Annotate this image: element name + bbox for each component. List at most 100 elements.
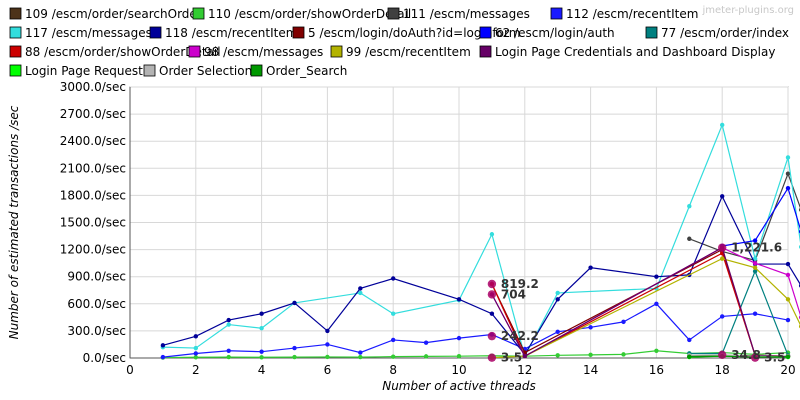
x-tick-label: 12 (517, 363, 532, 377)
data-point (687, 354, 692, 359)
y-tick-label: 300.0/sec (67, 324, 126, 338)
data-point (358, 286, 363, 291)
data-point (687, 337, 692, 343)
legend-swatch (550, 7, 563, 20)
data-point (555, 290, 560, 296)
data-point (654, 274, 659, 279)
data-point (752, 265, 758, 270)
data-point (785, 155, 791, 160)
x-tick-label: 20 (780, 363, 795, 377)
series-line (689, 269, 789, 356)
data-point (358, 290, 363, 296)
data-point (752, 256, 758, 261)
data-point (226, 348, 231, 353)
legend-swatch (188, 45, 201, 58)
data-point (226, 354, 231, 360)
legend-swatch (250, 64, 263, 77)
data-point (259, 349, 264, 354)
x-tick-label: 2 (192, 363, 200, 377)
y-tick-label: 1800.0/sec (60, 188, 126, 202)
legend-label: 110 /escm/order/showOrderDetail (208, 7, 411, 21)
data-point (621, 352, 626, 357)
series-line (689, 355, 789, 358)
highlight-marker (718, 243, 727, 252)
data-point (358, 354, 363, 360)
data-point (259, 311, 264, 316)
data-label: 704 (501, 287, 526, 301)
legend-swatch (9, 7, 22, 20)
legend-label: 117 /escm/messages (25, 26, 152, 40)
data-point (720, 194, 725, 199)
y-tick-label: 3000.0/sec (60, 80, 126, 94)
data-point (785, 354, 791, 359)
x-tick-label: 8 (389, 363, 397, 377)
data-point (193, 345, 198, 351)
legend-swatch (143, 64, 156, 77)
data-point (654, 348, 659, 353)
data-point (752, 269, 758, 274)
data-point (752, 311, 758, 316)
data-point (720, 122, 725, 128)
legend-swatch (330, 45, 343, 58)
series-line (689, 354, 788, 357)
legend-label: 5 /escm/login/doAuth?id=loginform (308, 26, 520, 40)
legend-swatch (149, 26, 162, 39)
data-label: 3.5 (501, 351, 522, 365)
data-point (423, 354, 429, 359)
watermark-text: jmeter-plugins.org (701, 5, 794, 16)
y-tick-label: 0.0/sec (83, 351, 126, 365)
data-point (654, 301, 659, 306)
data-point (588, 352, 593, 358)
legend-label: 118 /escm/recentItem (165, 26, 297, 40)
data-point (325, 328, 330, 334)
data-label: 819.2 (501, 277, 539, 291)
legend-swatch (387, 7, 400, 20)
data-point (489, 311, 495, 316)
x-tick-label: 0 (126, 363, 134, 377)
highlight-marker (487, 279, 497, 289)
data-point (555, 329, 560, 335)
legend-label: Login Page Request (25, 64, 143, 78)
highlight-marker (718, 350, 727, 360)
legend-label: 111 /escm/messages (403, 7, 530, 21)
y-tick-label: 2400.0/sec (60, 134, 126, 148)
data-point (621, 319, 626, 325)
legend-swatch (9, 26, 22, 39)
data-point (391, 311, 396, 316)
data-point (785, 297, 791, 302)
legend-label: Order Selection (159, 64, 252, 78)
series-line (491, 257, 800, 359)
y-tick-label: 600.0/sec (67, 297, 126, 311)
highlight-marker (487, 353, 497, 362)
data-point (555, 353, 560, 358)
data-point (456, 353, 462, 359)
data-point (325, 342, 330, 347)
legend-swatch (9, 64, 22, 77)
legend-label: 109 /escm/order/searchOrder (25, 7, 202, 21)
x-tick-label: 4 (258, 363, 266, 377)
legend-label: 98 /escm/messages (204, 45, 323, 59)
data-point (193, 351, 198, 356)
series-line (162, 303, 789, 358)
data-point (292, 300, 297, 306)
data-point (588, 325, 593, 330)
data-point (193, 355, 198, 360)
data-point (720, 314, 725, 319)
legend-swatch (9, 45, 22, 58)
y-tick-label: 1200.0/sec (60, 243, 126, 257)
data-point (226, 317, 231, 323)
legend-swatch (479, 26, 492, 39)
data-label: 34.8 (731, 348, 761, 362)
x-tick-label: 6 (324, 363, 332, 377)
series-line (722, 186, 800, 247)
data-point (687, 204, 692, 209)
legend-label: Order_Search (266, 64, 347, 78)
data-point (456, 297, 462, 302)
data-point (193, 334, 198, 339)
data-point (259, 325, 264, 331)
highlight-marker (487, 331, 497, 341)
data-label: 242.2 (501, 329, 539, 343)
data-label: 1,221.6 (731, 241, 782, 255)
